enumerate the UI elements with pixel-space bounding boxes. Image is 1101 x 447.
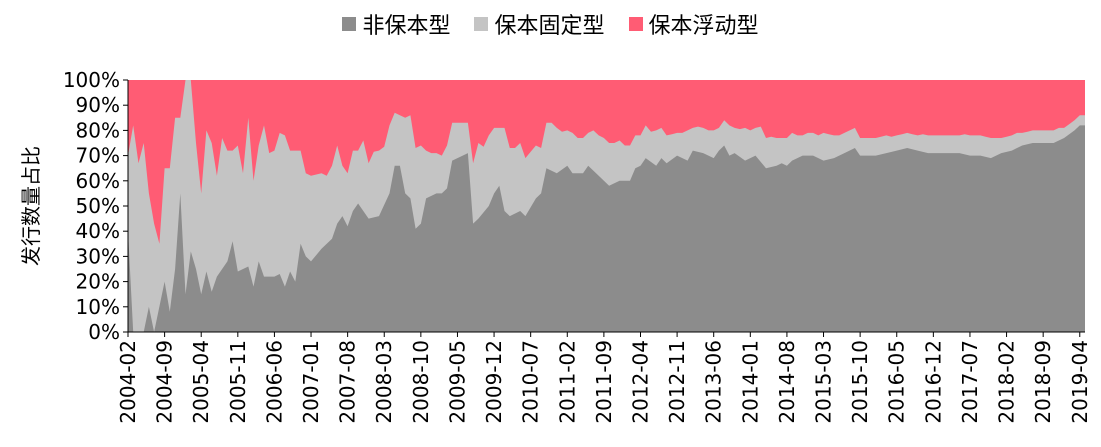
x-tick-label: 2011-02 <box>555 340 579 424</box>
x-tick-label: 2016-05 <box>885 340 909 424</box>
y-tick-label: 50% <box>76 194 120 218</box>
x-tick-label: 2018-02 <box>995 340 1019 424</box>
x-tick-label: 2006-06 <box>262 340 286 424</box>
legend-swatch-non-guaranteed <box>342 17 357 31</box>
x-tick-label: 2018-09 <box>1031 340 1055 424</box>
x-tick-label: 2019-04 <box>1068 340 1092 424</box>
x-tick-label: 2007-08 <box>336 340 360 424</box>
x-tick-label: 2012-04 <box>629 340 653 424</box>
x-tick-label: 2014-08 <box>775 340 799 424</box>
x-tick-label: 2007-01 <box>299 340 323 424</box>
legend-label-non-guaranteed: 非保本型 <box>362 14 451 39</box>
area-non-guaranteed <box>128 125 1085 333</box>
x-tick-label: 2004-02 <box>116 340 140 424</box>
x-tick-label: 2014-01 <box>738 340 762 424</box>
x-tick-label: 2013-06 <box>702 340 726 424</box>
x-tick-label: 2016-12 <box>921 340 945 424</box>
legend-item-floating-guaranteed: 保本浮动型 <box>628 8 759 40</box>
x-tick-label: 2008-03 <box>372 340 396 424</box>
y-tick-label: 30% <box>76 244 120 268</box>
x-tick-label: 2008-10 <box>409 340 433 424</box>
y-tick-label: 0% <box>88 320 120 344</box>
x-tick-label: 2011-09 <box>592 340 616 424</box>
x-tick-label: 2015-03 <box>812 340 836 424</box>
x-tick-label: 2012-11 <box>665 340 689 424</box>
x-tick-label: 2015-10 <box>848 340 872 424</box>
y-tick-label: 10% <box>76 295 120 319</box>
y-tick-label: 100% <box>63 68 120 92</box>
x-tick-label: 2009-05 <box>446 340 470 424</box>
y-tick-label: 60% <box>76 169 120 193</box>
y-axis-title: 发行数量占比 <box>19 146 43 266</box>
y-tick-label: 80% <box>76 118 120 142</box>
legend-item-non-guaranteed: 非保本型 <box>342 8 450 40</box>
x-tick-label: 2005-04 <box>189 340 213 424</box>
x-tick-label: 2005-11 <box>226 340 250 424</box>
y-tick-label: 20% <box>76 270 120 294</box>
y-tick-label: 90% <box>76 93 120 117</box>
legend-label-floating-guaranteed: 保本浮动型 <box>648 14 759 39</box>
legend-label-fixed-guaranteed: 保本固定型 <box>494 14 605 39</box>
x-tick-label: 2009-12 <box>482 340 506 424</box>
chart-legend: 非保本型 保本固定型 保本浮动型 <box>0 8 1101 40</box>
legend-item-fixed-guaranteed: 保本固定型 <box>474 8 605 40</box>
x-tick-label: 2017-07 <box>958 340 982 424</box>
x-tick-label: 2010-07 <box>519 340 543 424</box>
y-tick-label: 70% <box>76 144 120 168</box>
legend-swatch-floating-guaranteed <box>628 17 643 31</box>
legend-swatch-fixed-guaranteed <box>474 17 489 31</box>
y-tick-label: 40% <box>76 219 120 243</box>
x-tick-label: 2004-09 <box>153 340 177 424</box>
